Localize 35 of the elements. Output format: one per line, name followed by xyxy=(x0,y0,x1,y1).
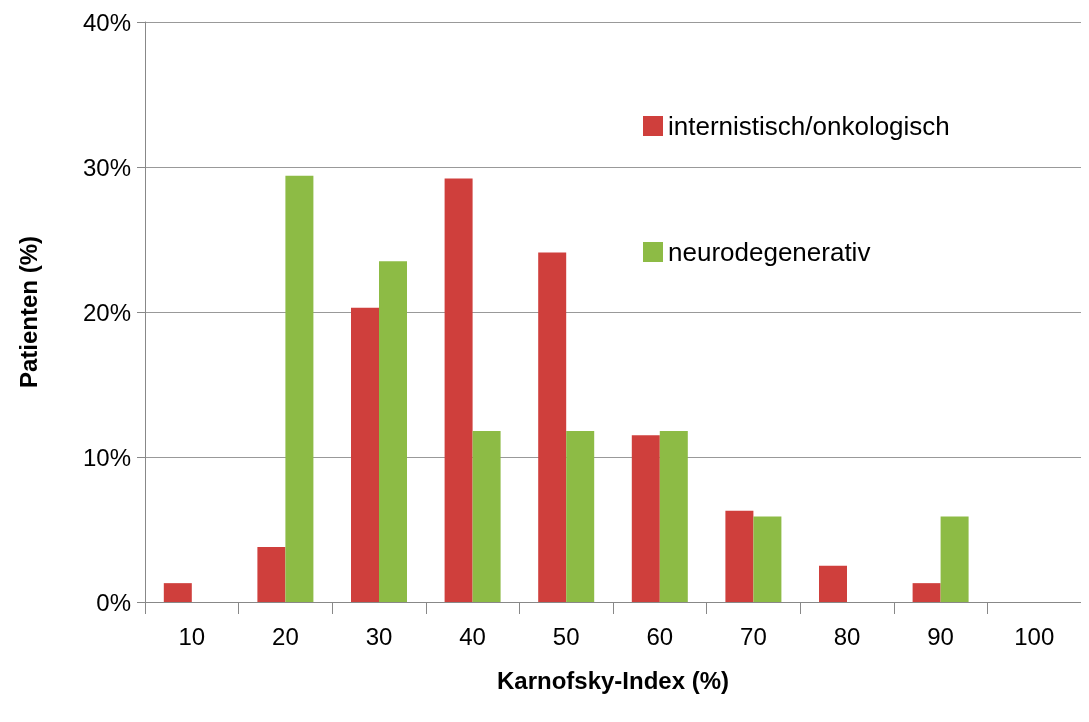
legend-label: neurodegenerativ xyxy=(668,237,871,267)
y-tick-label: 20% xyxy=(82,298,131,326)
y-tick-label: 0% xyxy=(96,588,131,616)
y-axis-title: Patienten (%) xyxy=(14,235,42,389)
bar xyxy=(163,583,192,602)
bar xyxy=(379,261,407,602)
bar xyxy=(940,516,969,602)
bar xyxy=(538,252,567,602)
x-tick-label: 60 xyxy=(646,622,674,650)
bar xyxy=(725,510,754,602)
y-tick-label: 30% xyxy=(82,153,131,181)
bar xyxy=(351,307,379,602)
bar xyxy=(444,178,473,602)
x-tick-label: 80 xyxy=(833,622,861,650)
x-tick-label: 70 xyxy=(740,622,767,650)
bar xyxy=(257,546,286,602)
x-tick-label: 10 xyxy=(178,622,206,650)
x-tick-label: 40 xyxy=(459,622,486,650)
bar xyxy=(285,175,314,602)
y-tick-label: 10% xyxy=(82,443,131,471)
bar xyxy=(631,435,660,602)
x-tick-label: 30 xyxy=(365,622,393,650)
y-tick-label: 40% xyxy=(82,8,131,36)
bar xyxy=(566,430,595,602)
bar xyxy=(753,516,782,602)
bar xyxy=(659,430,688,602)
x-tick-label: 100 xyxy=(1014,622,1055,650)
x-axis-title: Karnofsky-Index (%) xyxy=(496,666,730,694)
bar xyxy=(819,565,847,602)
x-tick-label: 50 xyxy=(552,622,580,650)
x-tick-label: 90 xyxy=(927,622,954,650)
legend-label: internistisch/onkologisch xyxy=(668,111,950,141)
x-tick-label: 20 xyxy=(272,622,299,650)
bar xyxy=(472,430,501,602)
bar xyxy=(912,583,941,602)
